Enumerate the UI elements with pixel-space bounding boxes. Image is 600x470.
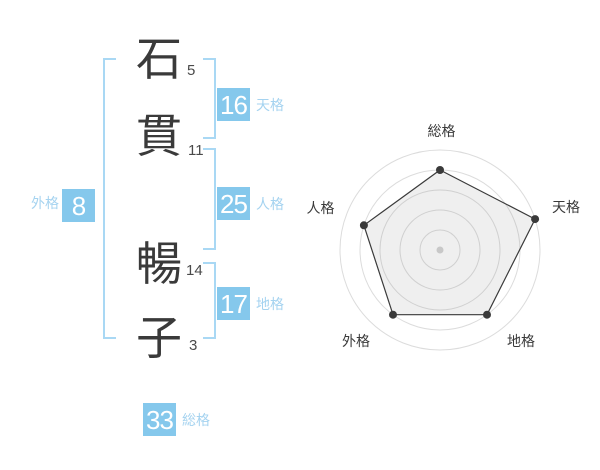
chikaku-label: 地格 [256, 296, 284, 312]
soukaku-value: 33 [143, 403, 176, 436]
jinkaku-bracket [203, 148, 216, 250]
radar-points [359, 166, 540, 319]
fullname-bracket [103, 58, 116, 339]
gaikaku-label: 外格 [31, 195, 59, 211]
stroke-count-1: 5 [187, 62, 196, 79]
soukaku-label: 総格 [182, 412, 210, 428]
radar-axis-label-soukaku: 総格 [428, 123, 456, 139]
radar-polygon [363, 169, 536, 316]
radar-axis-label-jinkaku: 人格 [307, 200, 335, 216]
stroke-count-4: 3 [189, 337, 198, 354]
radar-axis-label-tenkaku: 天格 [552, 199, 580, 215]
radar-chart: 総格 天格 地格 外格 人格 [307, 123, 580, 351]
tenkaku-label: 天格 [256, 97, 284, 113]
tenkaku-bracket [203, 58, 216, 139]
jinkaku-label: 人格 [256, 196, 284, 212]
chikaku-value: 17 [217, 287, 250, 320]
name-char-2: 貫 [136, 110, 182, 162]
jinkaku-value: 25 [217, 187, 250, 220]
name-char-1: 石 [136, 33, 182, 85]
name-char-3: 暢 [136, 238, 182, 290]
stroke-count-2: 11 [188, 142, 204, 159]
radar-center-dot [436, 246, 444, 254]
radar-axis-label-gaikaku: 外格 [342, 333, 370, 349]
name-char-4: 子 [136, 312, 182, 364]
stroke-count-3: 14 [186, 262, 203, 279]
tenkaku-value: 16 [217, 88, 250, 121]
gaikaku-value: 8 [62, 189, 95, 222]
chikaku-bracket [203, 262, 216, 339]
radar-axis-label-chikaku: 地格 [507, 333, 535, 349]
